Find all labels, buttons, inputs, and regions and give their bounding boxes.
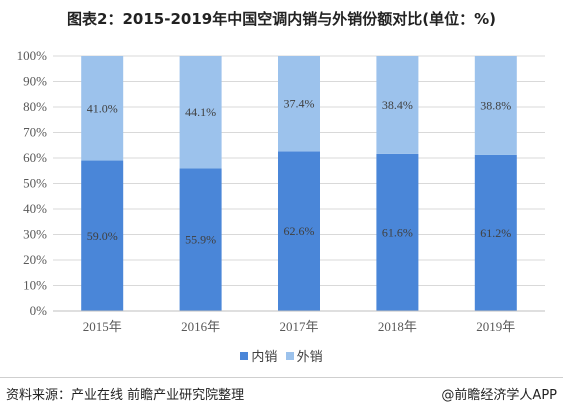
data-label-domestic: 61.2% <box>480 226 511 240</box>
y-tick-label: 100% <box>17 48 48 63</box>
legend-item-export: 外销 <box>285 346 323 365</box>
bar-export <box>376 56 419 154</box>
source-note: 资料来源：产业在线 前瞻产业研究院整理 <box>6 388 245 403</box>
x-tick-label: 2019年 <box>476 319 515 334</box>
y-tick-label: 40% <box>23 201 47 216</box>
bars: 59.0% 41.0% 55.9% 44.1% 62.6% 37.4% 61.6% 38.4%… <box>81 56 517 311</box>
legend-label-export: 外销 <box>296 350 323 365</box>
data-label-export: 44.1% <box>185 105 216 119</box>
legend-swatch-domestic <box>240 351 249 360</box>
data-label-export: 37.4% <box>284 97 315 111</box>
data-label-domestic: 61.6% <box>382 225 413 239</box>
y-tick-label: 90% <box>23 74 47 89</box>
bar-export <box>81 56 124 161</box>
y-axis-ticks: 0% 10% 20% 30% 40% 50% 60% 70% 80% 90% 100% <box>17 48 48 318</box>
bar-domestic <box>81 160 124 311</box>
bar-domestic <box>474 154 517 311</box>
bar-export <box>474 56 517 155</box>
data-label-domestic: 62.6% <box>284 224 315 238</box>
y-tick-label: 0% <box>30 303 48 318</box>
legend: 内销 外销 <box>0 346 563 365</box>
x-tick-label: 2016年 <box>181 319 220 334</box>
y-tick-label: 10% <box>23 278 47 293</box>
y-tick-label: 60% <box>23 150 47 165</box>
y-tick-label: 50% <box>23 176 47 191</box>
x-axis-ticks: 2015年 2016年 2017年 2018年 2019年 <box>53 310 545 334</box>
data-label-domestic: 59.0% <box>87 229 118 243</box>
data-label-export: 38.4% <box>382 98 413 112</box>
data-label-domestic: 55.9% <box>185 233 216 247</box>
legend-label-domestic: 内销 <box>251 350 278 365</box>
data-label-export: 38.8% <box>480 98 511 112</box>
bar-domestic <box>278 151 320 311</box>
legend-item-domestic: 内销 <box>240 346 277 365</box>
data-label-export: 41.0% <box>87 101 118 115</box>
y-tick-label: 30% <box>23 227 47 242</box>
y-tick-label: 20% <box>23 252 47 267</box>
footer: 资料来源：产业在线 前瞻产业研究院整理 @前瞻经济学人APP <box>0 377 563 411</box>
x-tick-label: 2018年 <box>378 319 417 334</box>
bar-domestic <box>179 168 222 311</box>
y-tick-label: 80% <box>23 99 47 114</box>
bar-export <box>179 56 222 169</box>
bar-export <box>278 56 320 152</box>
x-tick-label: 2015年 <box>83 319 122 334</box>
y-tick-label: 70% <box>23 125 47 140</box>
legend-swatch-export <box>285 351 294 360</box>
chart-title: 图表2：2015-2019年中国空调内销与外销份额对比(单位：%) <box>67 10 496 28</box>
x-tick-label: 2017年 <box>279 319 318 334</box>
brand-credit: @前瞻经济学人APP <box>441 388 557 403</box>
bar-domestic <box>376 153 419 311</box>
